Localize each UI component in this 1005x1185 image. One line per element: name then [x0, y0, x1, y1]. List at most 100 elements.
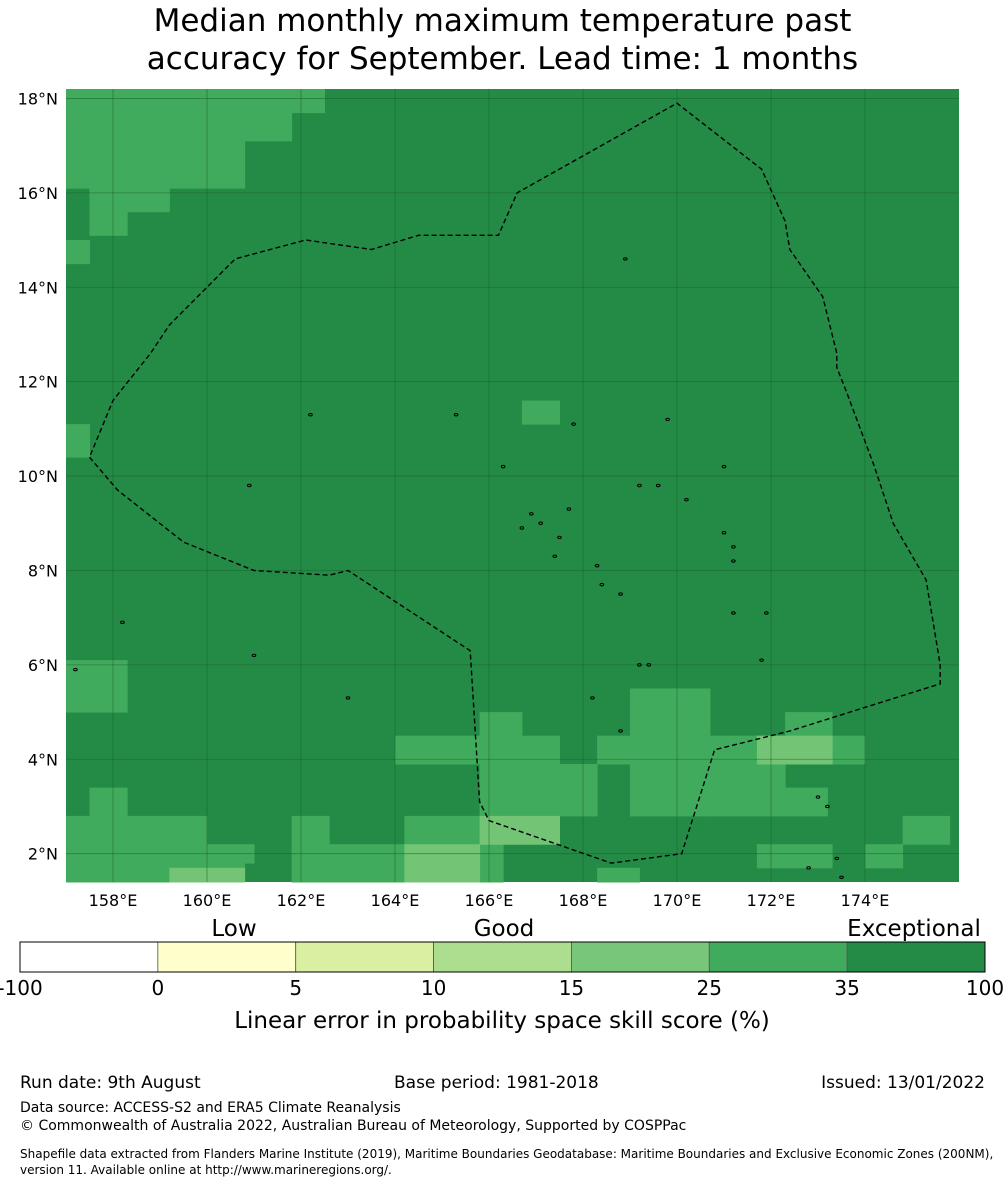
skill-cell: [291, 815, 330, 883]
skill-cell: [89, 787, 128, 817]
base-period: Base period: 1981-2018: [394, 1073, 599, 1093]
skill-cell: [630, 763, 711, 817]
colorbar-tick-label: 100: [966, 976, 1004, 1000]
lat-tick-label: 8°N: [28, 561, 58, 580]
skill-cell: [521, 400, 560, 425]
lat-tick-label: 14°N: [18, 278, 58, 297]
colorbar-tick-label: 0: [151, 976, 164, 1000]
skill-cell: [709, 763, 786, 789]
colorbar-category-label: Good: [474, 916, 535, 942]
skill-cell: [479, 763, 598, 817]
lat-tick-label: 6°N: [28, 656, 58, 675]
island: [500, 464, 506, 469]
island: [529, 512, 534, 516]
skill-cell: [404, 815, 481, 845]
skill-cell: [597, 867, 640, 883]
skill-cell: [404, 844, 481, 883]
colorbar-bin: [571, 941, 710, 973]
map-content: [66, 89, 959, 883]
island: [623, 257, 628, 261]
island: [731, 545, 736, 549]
island: [120, 620, 125, 625]
island: [538, 521, 544, 525]
island: [566, 507, 572, 511]
skill-cell: [66, 112, 293, 142]
skill-cell: [630, 688, 711, 737]
island: [721, 464, 727, 469]
island: [519, 526, 525, 530]
lat-tick-label: 12°N: [18, 373, 58, 392]
island: [594, 564, 600, 568]
colorbar-bin: [19, 941, 159, 973]
lon-tick-label: 174°E: [841, 891, 890, 910]
island: [552, 554, 558, 559]
skill-cell: [902, 815, 951, 845]
skill-map: 158°E 160°E 162°E 164°E 166°E 168°E 170°E 172°E…: [18, 89, 959, 910]
lon-tick-label: 160°E: [183, 891, 232, 910]
colorbar-bin: [433, 941, 572, 973]
island: [684, 497, 689, 502]
island: [73, 667, 78, 672]
island: [637, 663, 642, 667]
skill-cell: [89, 188, 170, 213]
skill-cell: [785, 844, 833, 869]
skill-cell: [479, 712, 523, 737]
colorbar-tick-label: 35: [834, 976, 859, 1000]
colorbar-category-label: Low: [211, 916, 256, 942]
lat-tick-label: 18°N: [18, 89, 58, 108]
issued-date: Issued: 13/01/2022: [821, 1073, 985, 1093]
lat-tick-label: 16°N: [18, 184, 58, 203]
lon-tick-label: 172°E: [747, 891, 796, 910]
colorbar-tick-label: -100: [0, 976, 43, 1000]
lon-tick-label: 164°E: [371, 891, 420, 910]
island: [731, 611, 736, 615]
lat-tick-label: 4°N: [28, 750, 58, 769]
colorbar-axis-label: Linear error in probability space skill …: [234, 1008, 770, 1034]
map-axes: 158°E 160°E 162°E 164°E 166°E 168°E 170°E 172°E…: [18, 89, 890, 910]
island: [764, 611, 769, 615]
island: [590, 696, 595, 700]
skill-cell: [66, 89, 325, 114]
lon-tick-label: 168°E: [559, 891, 608, 910]
lat-tick-label: 2°N: [28, 845, 58, 864]
island: [815, 795, 821, 799]
island: [345, 696, 351, 700]
island: [308, 412, 313, 417]
island: [557, 535, 562, 540]
island: [721, 531, 727, 535]
lon-tick-label: 170°E: [653, 891, 702, 910]
chart-title: Median monthly maximum temperature past …: [0, 2, 1005, 78]
colorbar: -100 0 5 10 15 25 35 100 Low Good Exceptional Linea…: [0, 916, 1004, 1034]
island: [646, 663, 652, 667]
skill-cell: [597, 735, 640, 765]
lon-tick-label: 158°E: [89, 891, 138, 910]
island: [599, 582, 605, 587]
colorbar-tick-label: 5: [289, 976, 302, 1000]
colorbar-bin: [157, 941, 297, 973]
copyright-notice: © Commonwealth of Australia 2022, Austra…: [20, 1118, 687, 1134]
eez-boundary: [88, 102, 941, 864]
island: [251, 653, 257, 658]
lon-tick-label: 166°E: [465, 891, 514, 910]
data-source: Data source: ACCESS-S2 and ERA5 Climate …: [20, 1100, 401, 1116]
island: [655, 483, 661, 488]
colorbar-tick-label: 25: [697, 976, 722, 1000]
skill-cell: [756, 735, 833, 765]
island: [618, 729, 623, 733]
island: [453, 412, 459, 417]
island: [637, 483, 642, 488]
colorbar-category-label: Exceptional: [847, 916, 981, 942]
skill-cell: [479, 815, 560, 845]
shapefile-note: Shapefile data extracted from Flanders M…: [20, 1147, 994, 1177]
island: [839, 875, 844, 879]
skill-cell: [66, 240, 90, 265]
island: [618, 592, 623, 596]
lat-tick-label: 10°N: [18, 467, 58, 486]
colorbar-bin: [295, 941, 434, 973]
skill-cell: [89, 211, 128, 236]
island: [759, 658, 764, 662]
lon-tick-label: 162°E: [277, 891, 326, 910]
skill-cell: [785, 712, 833, 737]
colorbar-content: -100 0 5 10 15 25 35 100 Low Good Exceptional Linea…: [0, 916, 1004, 1034]
colorbar-bin: [846, 941, 986, 973]
